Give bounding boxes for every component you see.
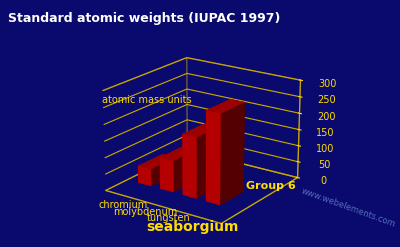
Text: www.webelements.com: www.webelements.com bbox=[300, 187, 397, 229]
Text: Standard atomic weights (IUPAC 1997): Standard atomic weights (IUPAC 1997) bbox=[8, 12, 280, 25]
